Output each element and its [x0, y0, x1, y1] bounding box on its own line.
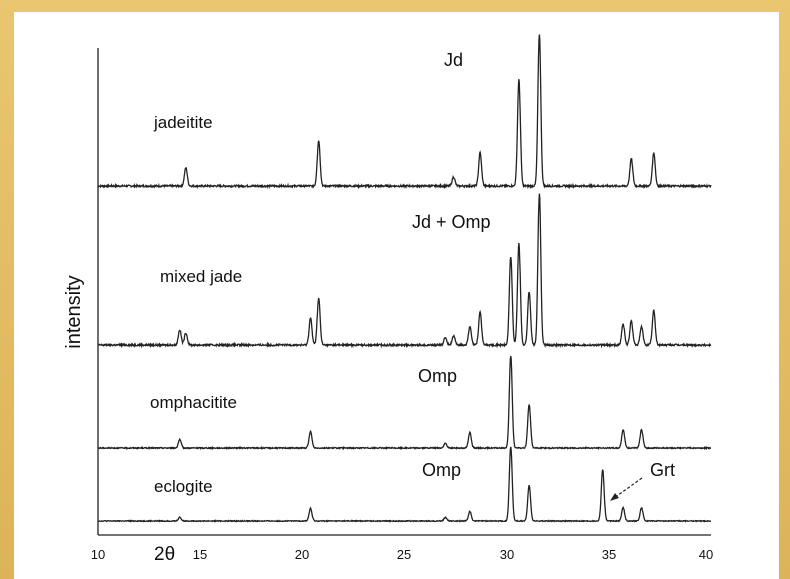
grt-arrow [610, 477, 643, 501]
series-omphacitite-line [97, 355, 711, 451]
y-axis-label: intensity [63, 275, 85, 348]
series-mixed-jade-line [97, 193, 712, 349]
x-tick-label: 25 [397, 547, 411, 562]
chart-panel: intensity 2θ 10 15 20 25 30 35 40 jadeit… [14, 12, 779, 579]
x-tick-label: 10 [91, 547, 105, 562]
annotation-jd: Jd [444, 50, 463, 70]
annotation-jd-omp: Jd + Omp [412, 212, 491, 232]
annotation-omp-2: Omp [422, 460, 461, 480]
series-name-eclogite: eclogite [154, 477, 213, 496]
series-name-mixed-jade: mixed jade [160, 267, 242, 286]
annotation-grt: Grt [650, 460, 675, 480]
x-tick-labels: 10 15 20 25 30 35 40 [91, 547, 713, 562]
annotation-omp-1: Omp [418, 366, 457, 386]
series-name-omphacitite: omphacitite [150, 393, 237, 412]
series-eclogite-line [97, 446, 712, 523]
series-name-jadeitite: jadeitite [153, 113, 213, 132]
xrd-chart: intensity 2θ 10 15 20 25 30 35 40 jadeit… [63, 34, 713, 565]
x-tick-label: 40 [699, 547, 713, 562]
x-tick-label: 30 [500, 547, 514, 562]
x-tick-label: 15 [193, 547, 207, 562]
x-axis-label: 2θ [154, 544, 175, 565]
series-jadeitite-line [97, 34, 712, 190]
x-tick-label: 35 [602, 547, 616, 562]
x-tick-label: 20 [295, 547, 309, 562]
